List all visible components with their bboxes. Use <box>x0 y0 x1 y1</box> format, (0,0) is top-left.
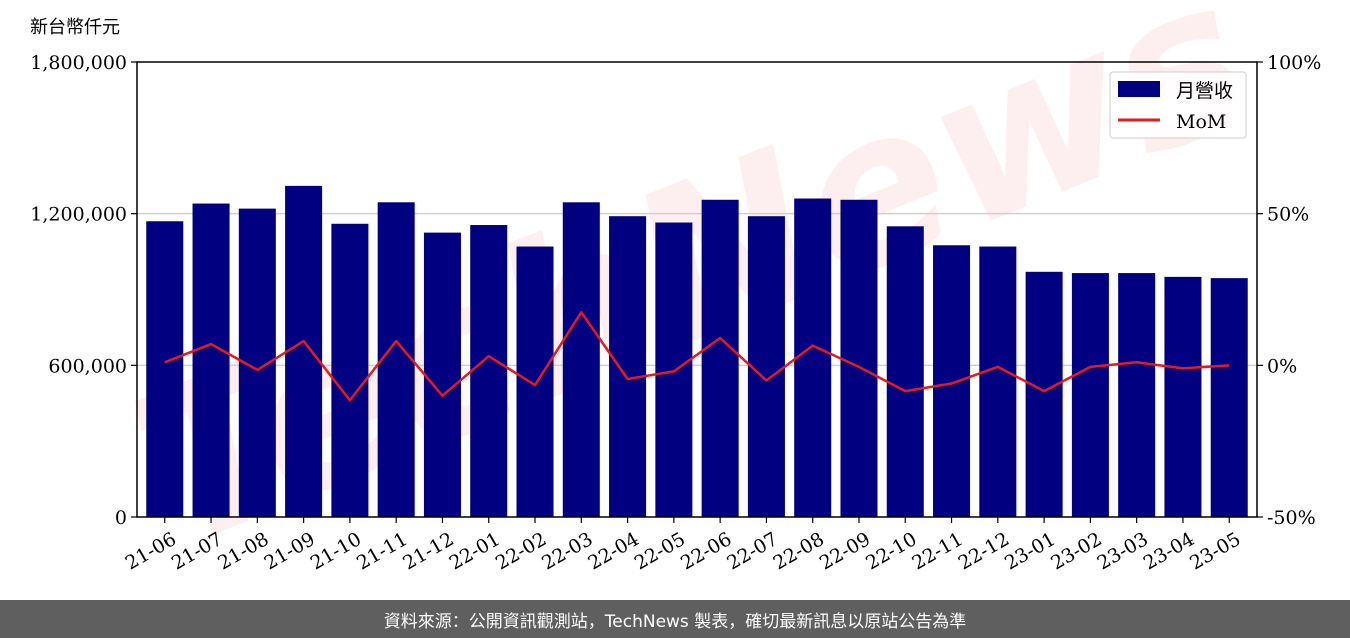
x-tick-label: 22-03 <box>538 528 596 574</box>
revenue-chart: 新台幣仟元 0 600,000 1,200,000 1,800,000 -50% 0% 50… <box>30 17 1321 574</box>
revenue-bar <box>1164 276 1202 517</box>
revenue-bar <box>285 185 323 517</box>
revenue-bar <box>1118 273 1156 517</box>
revenue-bar <box>192 203 230 518</box>
revenue-bar <box>331 223 369 517</box>
x-tick-label: 22-10 <box>862 528 920 574</box>
revenue-bar <box>377 202 415 517</box>
y-right-tick-label: -50% <box>1267 507 1316 529</box>
revenue-bar <box>562 202 600 517</box>
x-tick-label: 23-05 <box>1186 528 1244 574</box>
mom-line-layer <box>164 311 1230 402</box>
revenue-bar <box>423 232 461 517</box>
legend-line-label: MoM <box>1176 111 1226 133</box>
y-left-tick-label: 600,000 <box>48 355 127 377</box>
source-text: 資料來源：公開資訊觀測站，TechNews 製表，確切最新訊息以原站公告為準 <box>383 611 967 632</box>
revenue-bar <box>701 199 739 517</box>
revenue-bar <box>655 222 693 517</box>
x-tick-label: 22-11 <box>908 528 966 574</box>
x-tick-label: 22-02 <box>492 528 550 574</box>
x-tick-label: 21-11 <box>353 528 411 574</box>
x-tick-label: 22-12 <box>955 528 1013 574</box>
x-tick-label: 21-12 <box>399 528 457 574</box>
plot-frame <box>136 61 1258 518</box>
x-tick-label: 23-02 <box>1047 528 1105 574</box>
revenue-bar <box>747 216 785 517</box>
x-tick-label: 22-05 <box>631 528 689 574</box>
revenue-bar <box>886 226 924 518</box>
legend: 月營收 MoM <box>1109 71 1247 139</box>
revenue-bar <box>794 198 832 517</box>
revenue-bar <box>516 246 554 517</box>
x-tick-label: 22-06 <box>677 528 735 574</box>
y-right-tick-label: 100% <box>1267 52 1321 74</box>
revenue-bar <box>840 199 878 517</box>
revenue-bar <box>470 225 508 517</box>
x-tick-label: 22-07 <box>723 528 781 574</box>
y-left-tick-label: 1,800,000 <box>30 52 127 74</box>
revenue-bar <box>146 221 184 517</box>
y-left-tick-label: 1,200,000 <box>30 204 127 226</box>
revenue-bar <box>1210 278 1248 517</box>
y-right-tick-label: 0% <box>1267 355 1297 377</box>
x-tick-label: 22-04 <box>584 528 642 574</box>
mom-line <box>164 311 1230 402</box>
legend-bar-label: 月營收 <box>1176 80 1233 102</box>
x-tick-label: 22-09 <box>816 528 874 574</box>
legend-bar-swatch <box>1118 81 1160 97</box>
x-tick-label: 23-03 <box>1094 528 1152 574</box>
x-tick-label: 23-04 <box>1140 528 1198 574</box>
unit-label: 新台幣仟元 <box>30 17 120 38</box>
y-left-tick-label: 0 <box>115 507 127 529</box>
revenue-bar <box>1025 271 1063 517</box>
revenue-bar <box>1071 273 1109 517</box>
x-tick-label: 23-01 <box>1001 528 1059 574</box>
x-tick-label: 21-08 <box>214 528 272 574</box>
x-tick-label: 21-07 <box>168 528 226 574</box>
x-tick-label: 21-10 <box>307 528 365 574</box>
x-tick-label: 21-09 <box>260 528 318 574</box>
x-tick-label: 22-01 <box>446 528 504 574</box>
revenue-bar <box>609 216 647 517</box>
x-tick-label: 22-08 <box>770 528 828 574</box>
revenue-bar <box>979 246 1017 517</box>
x-tick-label: 21-06 <box>122 528 180 574</box>
revenue-bar <box>933 245 971 517</box>
y-right-tick-label: 50% <box>1267 204 1309 226</box>
bar-layer <box>146 185 1248 518</box>
source-footer: 資料來源：公開資訊觀測站，TechNews 製表，確切最新訊息以原站公告為準 <box>0 600 1350 638</box>
